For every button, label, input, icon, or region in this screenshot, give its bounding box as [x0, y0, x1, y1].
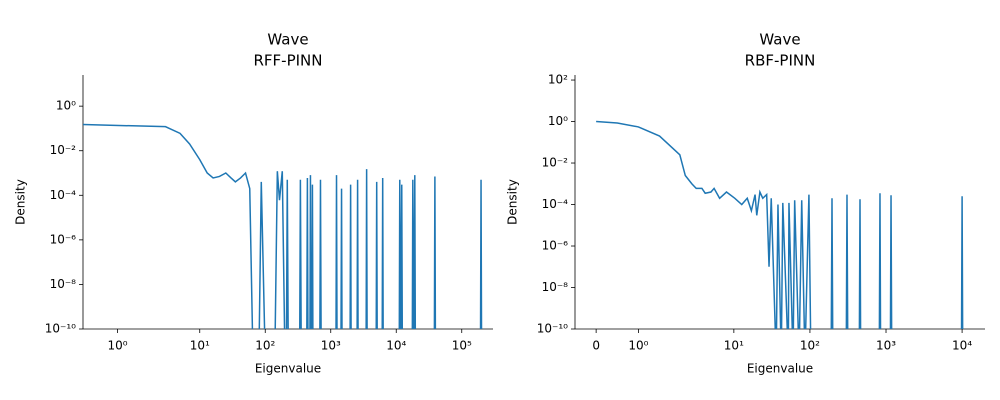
x-tick-label: 10² [800, 339, 820, 353]
y-tick-label: 10⁻² [542, 156, 569, 170]
chart-subtitle: RFF-PINN [253, 52, 322, 70]
y-tick-label: 10⁻¹⁰ [537, 322, 568, 336]
y-tick-label: 10⁻⁸ [542, 280, 569, 294]
y-tick-label: 10⁰ [56, 99, 76, 113]
chart-subtitle: RBF-PINN [745, 52, 816, 70]
x-tick-label: 10² [255, 339, 275, 353]
x-tick-label: 10¹ [190, 339, 210, 353]
chart-title: Wave [759, 31, 800, 49]
y-tick-label: 10⁻¹⁰ [45, 322, 76, 336]
chart-title: Wave [267, 31, 308, 49]
x-tick-label: 10⁰ [108, 339, 128, 353]
y-axis-label: Density [14, 179, 28, 225]
y-tick-label: 10⁰ [548, 114, 568, 128]
x-tick-label: 10⁵ [452, 339, 472, 353]
x-tick-label: 10⁴ [952, 339, 972, 353]
data-line [596, 120, 964, 329]
y-axis-label: Density [506, 179, 520, 225]
y-tick-label: 10⁻⁴ [542, 197, 569, 211]
x-tick-label: 10⁴ [386, 339, 406, 353]
x-axis-label: Eigenvalue [255, 362, 321, 376]
x-tick-label: 10¹ [724, 339, 744, 353]
x-tick-label: 10⁰ [628, 339, 648, 353]
x-tick-label: 10³ [321, 339, 341, 353]
y-tick-label: 10⁻⁸ [50, 277, 77, 291]
y-tick-label: 10² [548, 73, 568, 87]
y-tick-label: 10⁻⁶ [542, 239, 569, 253]
y-tick-label: 10⁻² [50, 143, 77, 157]
y-tick-label: 10⁻⁴ [50, 188, 77, 202]
x-axis-label: Eigenvalue [747, 362, 813, 376]
data-line [83, 123, 483, 329]
x-tick-label: 10³ [876, 339, 896, 353]
x-tick-label: 0 [592, 339, 600, 353]
y-tick-label: 10⁻⁶ [50, 232, 77, 246]
